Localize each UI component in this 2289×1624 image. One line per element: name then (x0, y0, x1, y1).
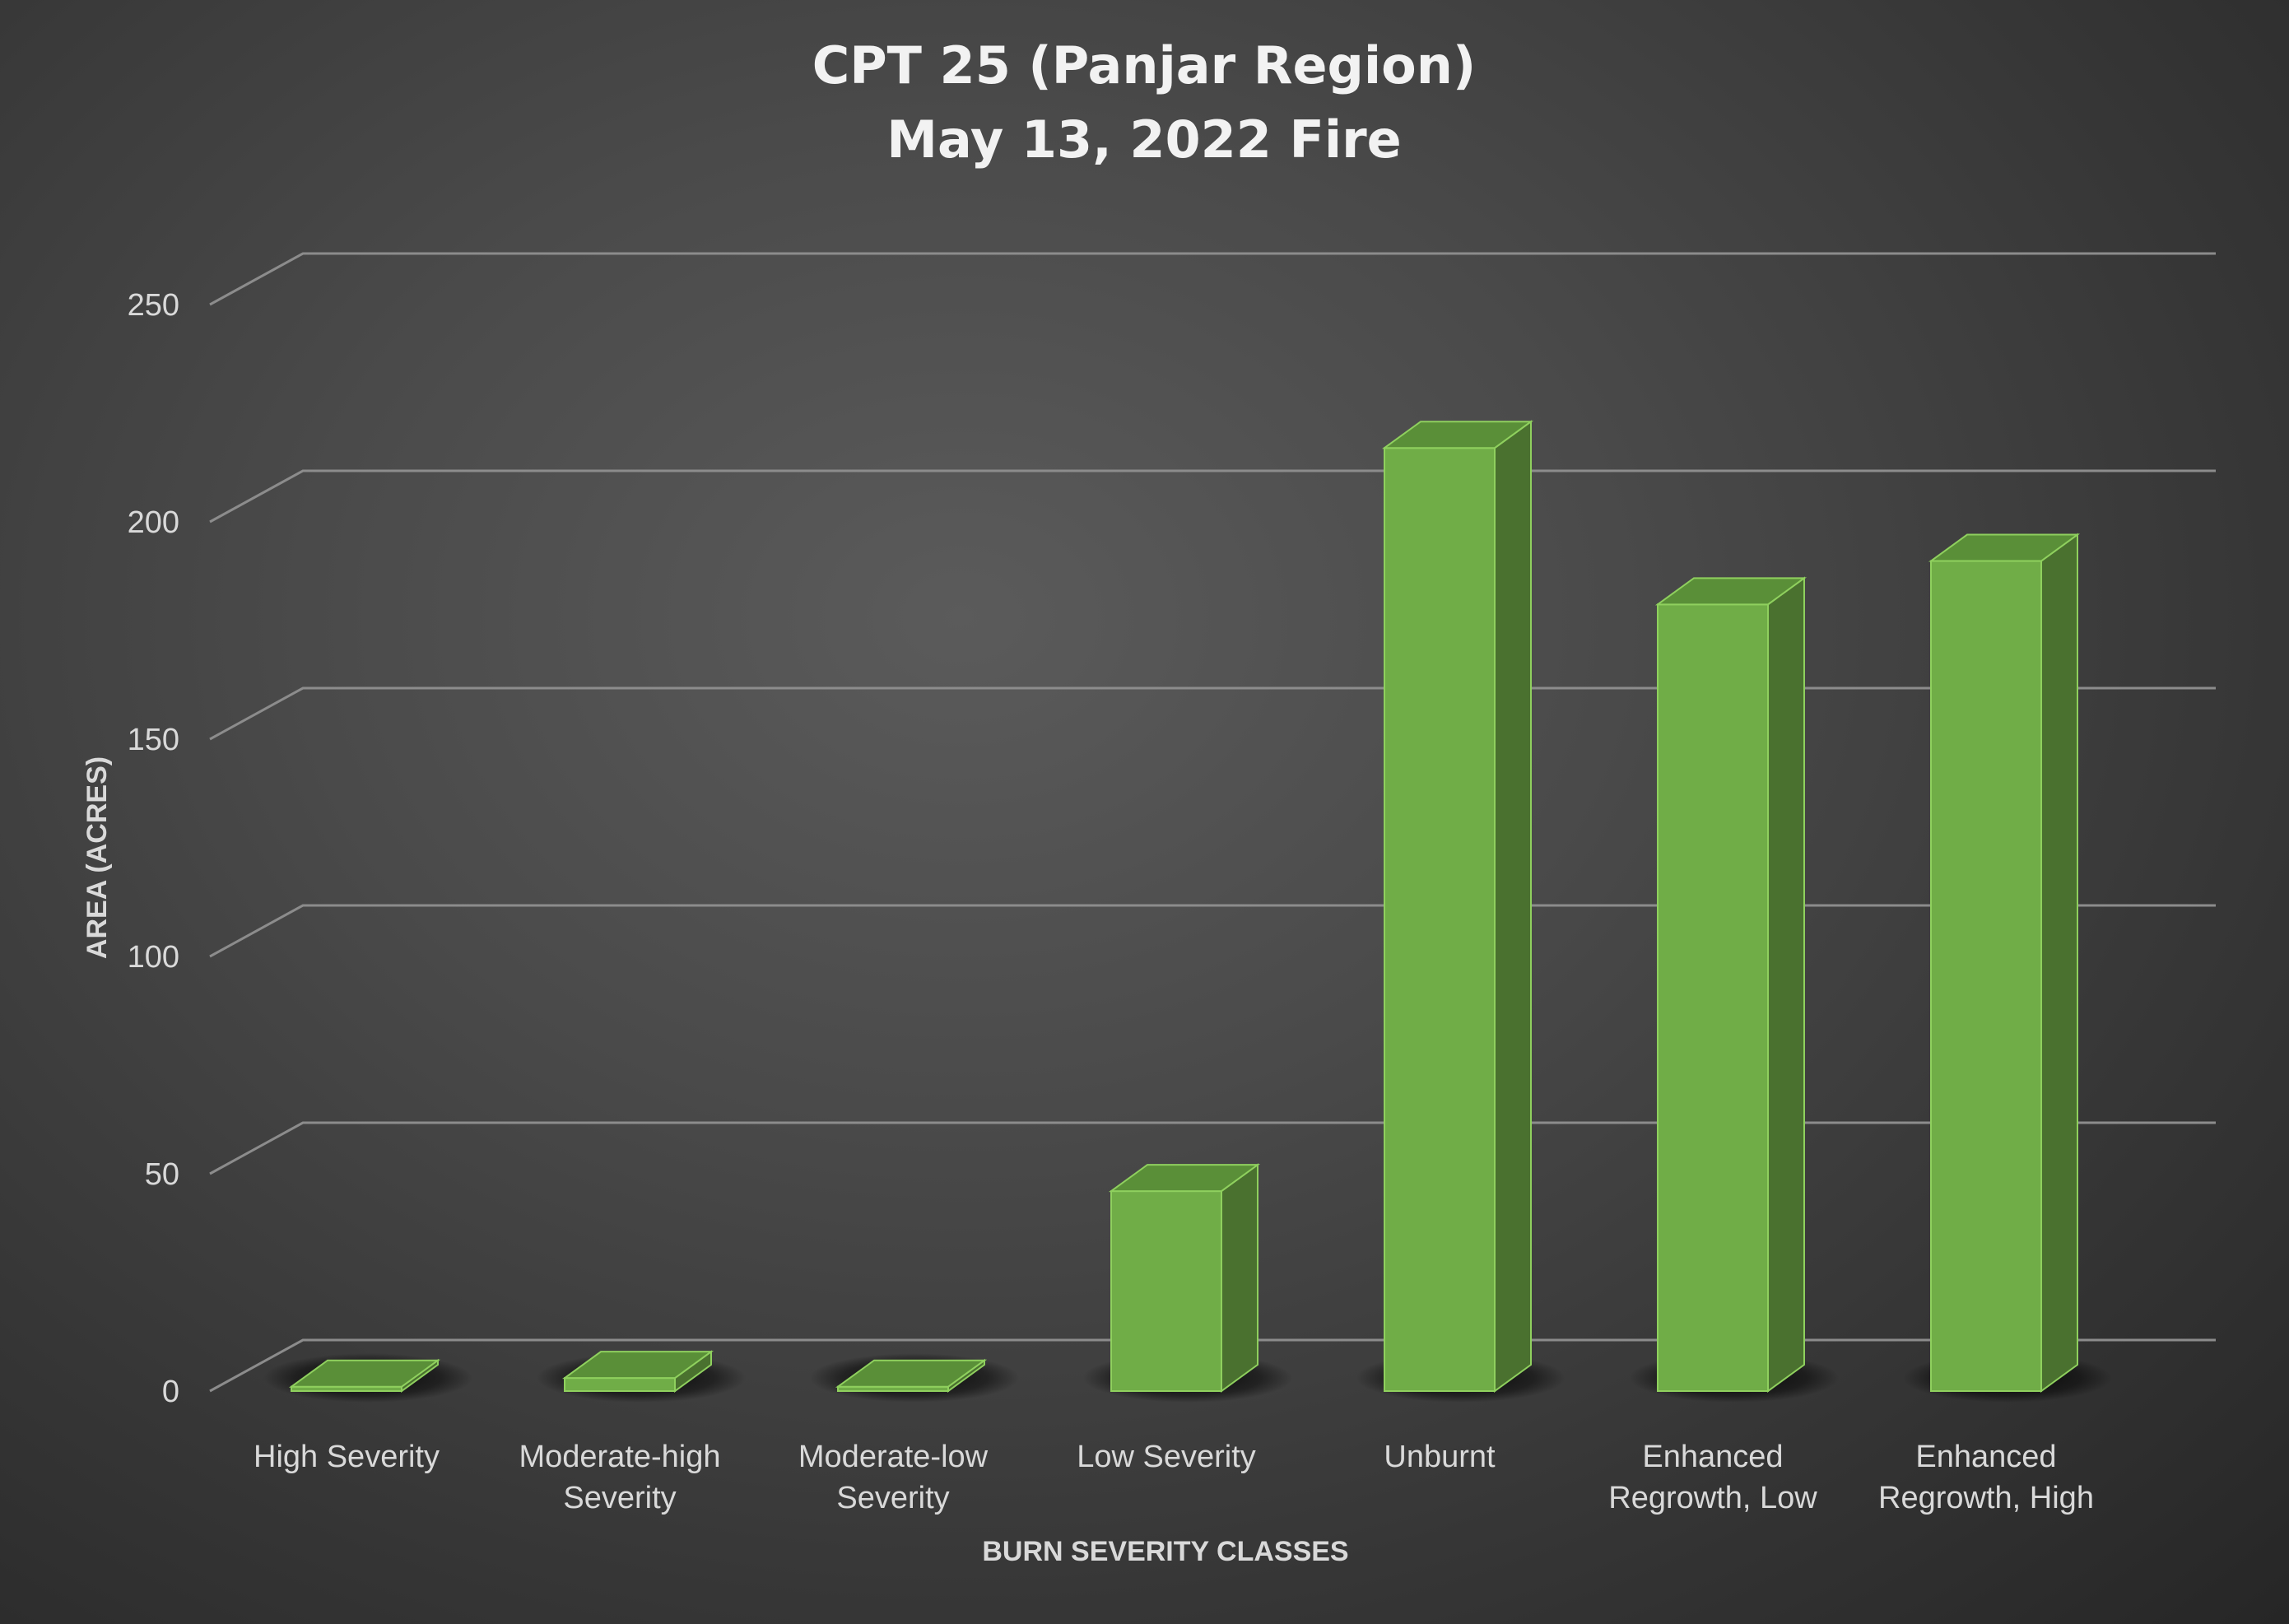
x-category-label: Enhanced (1915, 1440, 2056, 1474)
bar-side-face (1494, 420, 1532, 1393)
bar-top-face (835, 1359, 988, 1388)
bar (1657, 603, 1769, 1392)
gridline-50 (209, 1121, 2216, 1175)
y-tick-label: 200 (128, 505, 179, 540)
bar (1110, 1190, 1222, 1392)
x-category-label: Severity (836, 1481, 949, 1515)
gridline-150 (209, 686, 2216, 741)
bar (1384, 447, 1496, 1392)
y-axis-tick-labels: 0 50 100 150 200 250 (128, 288, 179, 1409)
y-tick-label: 0 (162, 1375, 179, 1409)
chart-title-line-1: CPT 25 (Panjar Region) (812, 35, 1477, 95)
bar (1930, 560, 2042, 1392)
bar-top-face (1381, 421, 1534, 449)
x-category-label: Severity (563, 1481, 676, 1515)
y-axis-title: AREA (ACRES) (81, 756, 113, 959)
bar-top-face (288, 1359, 441, 1388)
x-category-label: Enhanced (1642, 1440, 1783, 1474)
x-category-label: Moderate-high (519, 1440, 720, 1474)
bar-top-face (1108, 1164, 1261, 1193)
bar-side-face (1767, 576, 1805, 1393)
gridline-250 (209, 252, 2216, 306)
y-tick-label: 150 (128, 723, 179, 757)
bar-top-face (1928, 533, 2081, 562)
x-category-label: Unburnt (1384, 1440, 1496, 1474)
bar (564, 1377, 676, 1393)
x-category-label: High Severity (254, 1440, 440, 1474)
bars (263, 420, 2113, 1403)
y-tick-label: 250 (128, 288, 179, 323)
bar-side-face (1221, 1163, 1258, 1393)
y-tick-label: 50 (145, 1157, 179, 1192)
bar-top-face (1654, 577, 1807, 606)
x-category-label: Regrowth, Low (1608, 1481, 1817, 1515)
y-tick-label: 100 (128, 940, 179, 975)
x-category-label: Low Severity (1077, 1440, 1256, 1474)
bar-side-face (2040, 533, 2078, 1393)
x-axis-category-labels: High Severity Moderate-high Severity Modera… (254, 1440, 2094, 1515)
x-category-label: Regrowth, High (1878, 1481, 2094, 1515)
gridline-200 (209, 469, 2216, 523)
gridline-0 (209, 1338, 2216, 1393)
x-category-label: Moderate-low (798, 1440, 989, 1474)
bar-top-face (561, 1351, 714, 1380)
gridline-100 (209, 904, 2216, 958)
chart-title-line-2: May 13, 2022 Fire (886, 109, 1401, 170)
x-axis-title: BURN SEVERITY CLASSES (982, 1536, 1348, 1567)
gridlines (209, 252, 2216, 1393)
